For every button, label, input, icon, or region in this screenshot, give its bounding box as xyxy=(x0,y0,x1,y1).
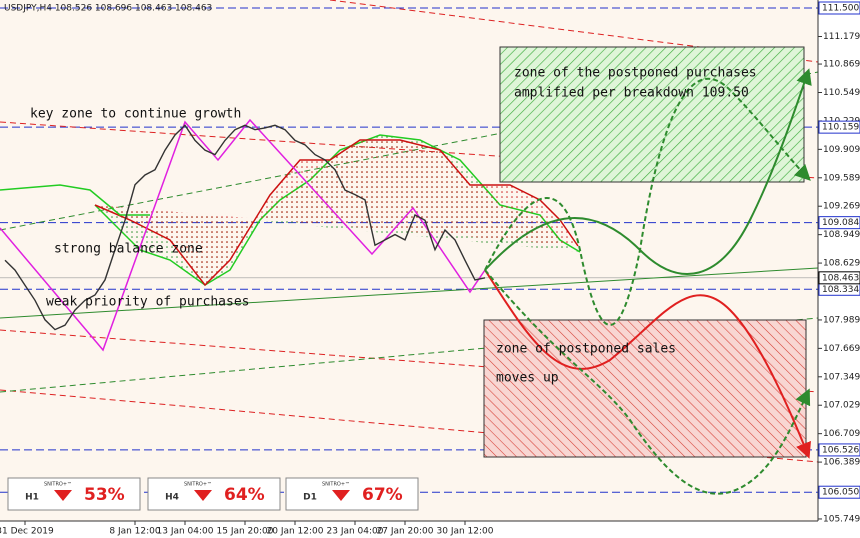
y-tick-label: 109.909 xyxy=(823,145,860,155)
y-tick-label: 108.949 xyxy=(823,230,860,240)
y-tick-label: 111.179 xyxy=(823,32,860,42)
x-tick-label: 13 Jan 04:00 xyxy=(157,527,214,537)
x-tick-label: 23 Jan 04:00 xyxy=(327,527,384,537)
chart-title: USDJPY,H4 108.526 108.696 108.463 108.46… xyxy=(4,4,212,14)
signal-card: D1 SNITRO+™ 67% xyxy=(285,477,419,511)
y-tick-label: 107.669 xyxy=(823,344,860,354)
annotation: amplified per breakdown 109.50 xyxy=(514,86,749,101)
projection xyxy=(484,269,811,459)
signal-box xyxy=(147,477,281,511)
purchase-zone xyxy=(499,46,805,183)
level-label: 106.050 xyxy=(822,488,859,498)
signal-strength: 64% xyxy=(224,485,265,505)
cloud xyxy=(0,134,581,287)
projection xyxy=(484,77,811,326)
y-tick-label: 107.349 xyxy=(823,372,860,382)
level-box xyxy=(818,1,860,15)
x-tick-label: 27 Jan 20:00 xyxy=(377,527,434,537)
y-tick-label: 109.269 xyxy=(823,202,860,212)
signal-strength: 67% xyxy=(362,485,403,505)
x-tick-label: 30 Jan 12:00 xyxy=(437,527,494,537)
y-tick-label: 108.629 xyxy=(823,259,860,269)
annotation: moves up xyxy=(496,371,559,386)
x-tick-label: 20 Jan 12:00 xyxy=(267,527,324,537)
trend-line xyxy=(329,0,819,63)
signal-arrow xyxy=(332,490,350,501)
signal-timeframe: D1 xyxy=(303,493,317,503)
signal-box xyxy=(285,477,419,511)
signal-timeframe: H4 xyxy=(165,493,179,503)
level-label: 111.500 xyxy=(822,3,859,13)
level-label: 108.334 xyxy=(822,285,859,295)
level-box xyxy=(818,485,860,499)
signal-brand: SNITRO+™ xyxy=(44,482,72,488)
y-tick-label: 107.989 xyxy=(823,315,860,325)
projections xyxy=(484,68,812,495)
x-tick-label: 15 Jan 20:00 xyxy=(217,527,274,537)
cloud-span xyxy=(94,139,579,287)
signal-card: H1 SNITRO+™ 53% xyxy=(7,477,141,511)
y-tick-label: 109.589 xyxy=(823,173,860,183)
annotation: key zone to continue growth xyxy=(30,107,241,122)
signal-arrow xyxy=(194,490,212,501)
signal-arrow xyxy=(54,490,72,501)
annotation: zone of postponed sales xyxy=(496,342,676,357)
y-tick-label: 107.029 xyxy=(823,401,860,411)
last-price-box xyxy=(818,271,860,285)
y-tick-label: 106.709 xyxy=(823,429,860,439)
signal-brand: SNITRO+™ xyxy=(184,482,212,488)
level-label: 110.159 xyxy=(822,123,859,133)
price-line xyxy=(4,124,486,331)
projection xyxy=(484,68,812,275)
signal-box xyxy=(7,477,141,511)
time-axis xyxy=(0,521,818,538)
signal-timeframe: H1 xyxy=(25,493,39,503)
level-label: 109.084 xyxy=(822,218,859,228)
cloud-span xyxy=(0,184,150,216)
annotation: zone of the postponed purchases xyxy=(514,66,757,81)
signal-strength: 53% xyxy=(84,485,125,505)
x-tick-label: 8 Jan 12:00 xyxy=(109,527,161,537)
zigzag xyxy=(0,118,486,352)
y-tick-label: 110.869 xyxy=(823,60,860,70)
y-tick-label: 105.749 xyxy=(823,514,860,524)
level-label: 106.526 xyxy=(822,445,859,455)
level-box xyxy=(818,120,860,134)
signal-card: H4 SNITRO+™ 64% xyxy=(147,477,281,511)
projection xyxy=(484,269,811,495)
annotation: strong balance zone xyxy=(54,242,203,257)
annotation: weak priority of purchases xyxy=(46,295,250,310)
y-tick-label: 110.549 xyxy=(823,88,860,98)
trend-line xyxy=(0,267,819,319)
level-box xyxy=(818,216,860,230)
sales-zone xyxy=(483,319,807,458)
signal-brand: SNITRO+™ xyxy=(322,482,350,488)
last-price-label: 108.463 xyxy=(822,273,859,283)
y-tick-label: 106.389 xyxy=(823,458,860,468)
level-box xyxy=(818,443,860,457)
x-tick-label: 31 Dec 2019 xyxy=(0,527,54,537)
